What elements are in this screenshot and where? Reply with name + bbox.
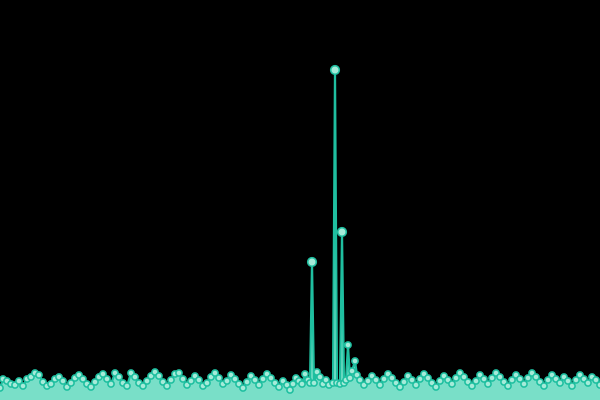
data-point-marker [412,381,420,389]
data-point-marker [310,379,318,387]
data-point-marker [35,371,43,379]
data-point-marker [380,375,388,383]
data-point-marker [19,382,27,390]
peak-marker [306,256,318,268]
data-point-marker [364,377,372,385]
data-point-marker [568,382,576,390]
data-point-marker [163,382,171,390]
data-point-marker [572,376,580,384]
data-point-marker [87,383,95,391]
data-point-marker [544,376,552,384]
data-point-marker [504,382,512,390]
data-point-marker [59,377,67,385]
peak-marker [329,64,341,76]
data-point-marker [416,375,424,383]
peak-marker [336,226,348,238]
data-point-marker [203,379,211,387]
data-point-marker [400,378,408,386]
data-point-marker [286,386,294,394]
data-point-marker [215,374,223,382]
data-point-marker [520,380,528,388]
data-point-marker [468,382,476,390]
data-point-marker [155,372,163,380]
data-point-marker [0,384,4,392]
data-point-marker [584,379,592,387]
data-point-marker [396,383,404,391]
data-point-marker [408,376,416,384]
data-point-marker [452,374,460,382]
data-point-marker [592,376,600,384]
data-point-marker [123,382,131,390]
data-point-marker [67,379,75,387]
data-point-marker [239,384,247,392]
data-point-marker [275,383,283,391]
data-point-marker [540,382,548,390]
data-point-marker [301,370,309,378]
data-point-marker [91,378,99,386]
data-point-marker [432,383,440,391]
data-point-marker [175,369,183,377]
data-point-marker [596,381,600,389]
data-point-marker [255,381,263,389]
data-point-marker [243,378,251,386]
data-point-marker [79,375,87,383]
data-point-marker [356,376,364,384]
data-point-marker [115,373,123,381]
data-point-marker [143,377,151,385]
data-point-marker [298,380,306,388]
data-point-marker [99,370,107,378]
data-point-marker [167,376,175,384]
data-point-marker [346,374,354,382]
data-point-marker [267,374,275,382]
data-point-marker [436,377,444,385]
data-point-marker [348,367,356,375]
data-point-marker [179,375,187,383]
spectrum-area [0,70,600,400]
data-point-marker [231,375,239,383]
data-point-marker [496,373,504,381]
spectrum-line [0,68,600,392]
data-point-marker [316,373,324,381]
data-point-marker [480,375,488,383]
data-point-marker [484,380,492,388]
data-point-marker [448,380,456,388]
data-point-marker [460,373,468,381]
data-point-marker [556,379,564,387]
data-point-marker [289,380,297,388]
data-point-marker [564,377,572,385]
data-point-marker [107,380,115,388]
data-point-marker [351,357,359,365]
data-point-marker [139,382,147,390]
data-point-marker [488,374,496,382]
data-point-marker [259,375,267,383]
data-point-marker [372,376,380,384]
data-point-marker [344,341,352,349]
data-point-marker [472,377,480,385]
data-point-marker [508,376,516,384]
data-point-marker [15,377,23,385]
data-point-marker [532,373,540,381]
data-point-marker [424,374,432,382]
data-point-marker [516,375,524,383]
data-point-marker [524,374,532,382]
data-point-marker [187,377,195,385]
data-point-marker [251,376,259,384]
data-point-marker [388,374,396,382]
data-point-marker [47,380,55,388]
data-point-marker [103,375,111,383]
data-point-marker [195,376,203,384]
data-point-marker [223,377,231,385]
data-point-marker [211,369,219,377]
data-point-marker [131,373,139,381]
data-point-marker [376,381,384,389]
